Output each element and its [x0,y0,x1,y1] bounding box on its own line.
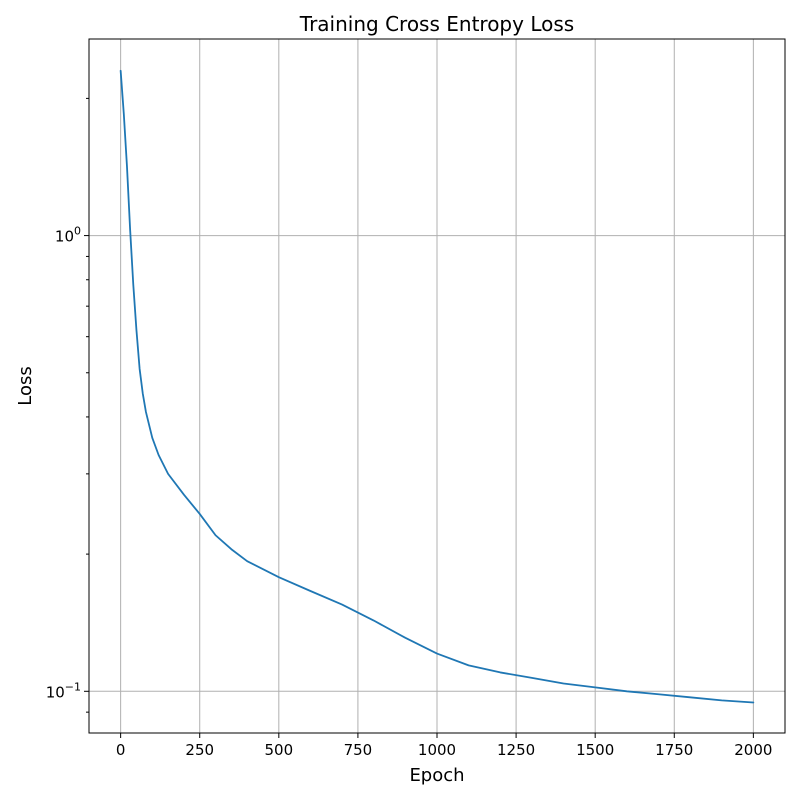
x-tick-label: 1500 [576,741,614,759]
y-axis-label: Loss [15,366,36,405]
x-axis-ticks: 0 250 500 750 1000 1250 1500 1750 2000 [116,733,772,759]
x-tick-label: 750 [344,741,373,759]
x-tick-label: 1750 [655,741,693,759]
y-tick-label: 100 [55,225,81,246]
y-axis-ticks: 10−1 100 [46,97,89,713]
x-tick-label: 500 [264,741,293,759]
x-tick-label: 2000 [734,741,772,759]
x-tick-label: 1000 [418,741,456,759]
chart-title: Training Cross Entropy Loss [299,12,574,36]
y-tick-label: 10−1 [46,680,81,701]
x-axis-label: Epoch [409,765,464,786]
x-tick-label: 1250 [497,741,535,759]
x-tick-label: 0 [116,741,126,759]
grid [89,39,785,733]
series-layer [119,69,755,704]
loss-series-line [119,69,755,704]
x-tick-label: 250 [185,741,214,759]
